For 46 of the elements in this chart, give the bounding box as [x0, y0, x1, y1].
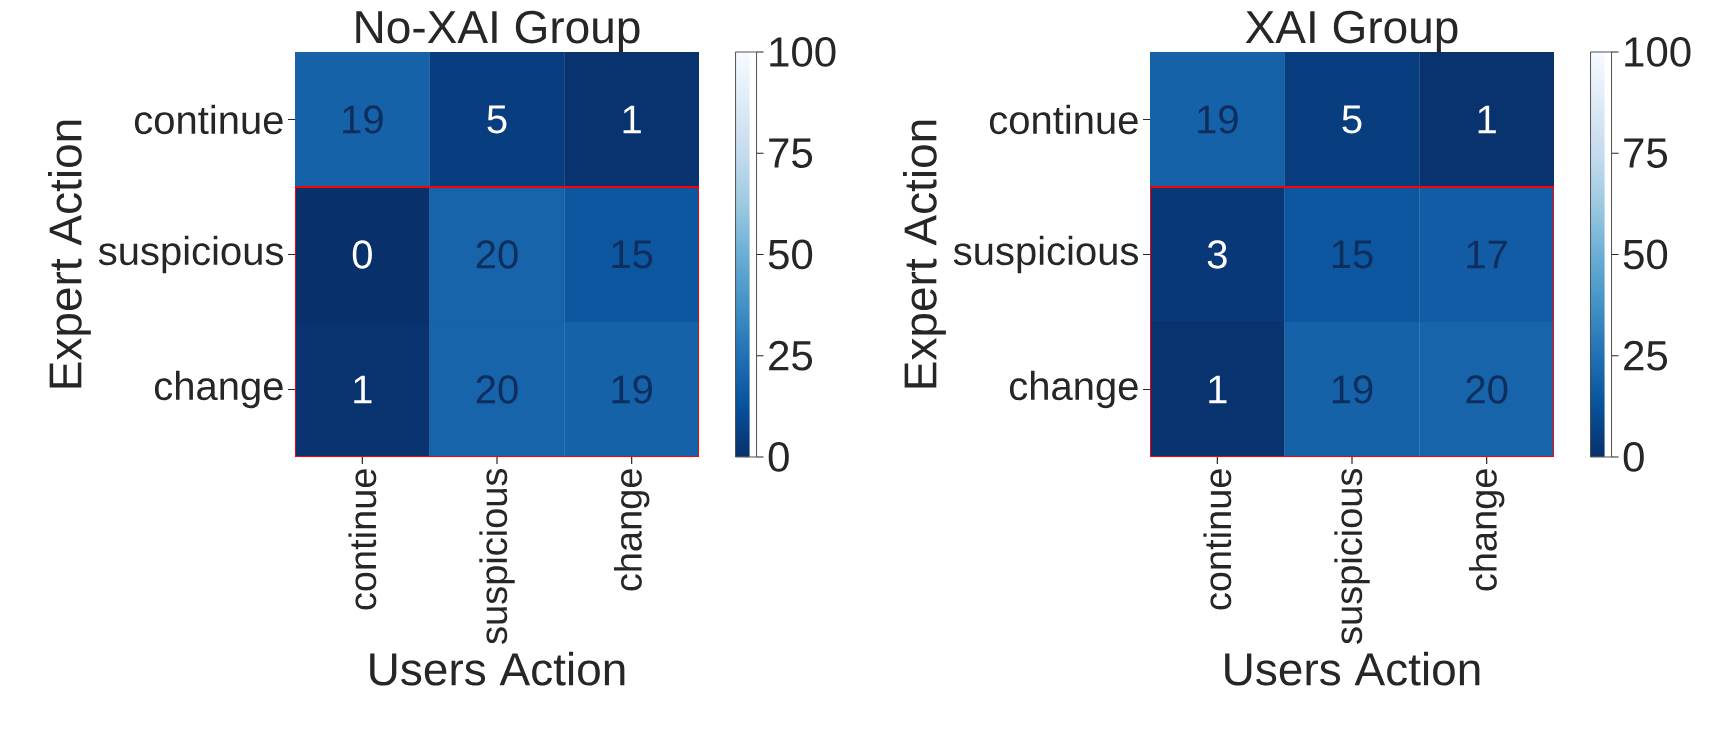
data-label: 19: [612, 375, 653, 404]
x-tick-label: continue: [348, 469, 377, 610]
y-tick-label: change: [154, 370, 283, 409]
data-label: 1: [354, 375, 372, 404]
data-label: 20: [476, 240, 518, 269]
y-tick-label: continue: [134, 104, 283, 135]
y-axis-title: Expert Action: [902, 120, 946, 388]
color-bar-label: 25: [1624, 340, 1668, 371]
color-bar-label: 25: [769, 340, 813, 371]
color-bar-label: 50: [1623, 239, 1668, 270]
data-label: 1: [1478, 105, 1496, 134]
color-bar-label: 75: [1624, 138, 1668, 168]
x-tick-label: suspicious: [479, 468, 515, 644]
color-bar-label: 100: [1625, 37, 1691, 67]
data-label: 17: [1467, 240, 1507, 269]
color-bar-label: 100: [770, 37, 836, 67]
data-label: 5: [487, 105, 507, 134]
data-label: 19: [1198, 105, 1238, 134]
data-label: 19: [343, 105, 383, 134]
data-label: 1: [623, 105, 641, 134]
data-label: 15: [612, 240, 653, 269]
chart-title: XAI Group: [1245, 10, 1458, 53]
color-bar-label: 75: [769, 138, 813, 168]
x-tick-label: suspicious: [1334, 468, 1370, 644]
y-axis-title: Expert Action: [47, 120, 91, 388]
data-label: 3: [1207, 240, 1227, 269]
x-tick-label: continue: [1203, 469, 1232, 610]
chart-title: No-XAI Group: [356, 10, 640, 53]
x-axis-title: Users Action: [1225, 651, 1480, 686]
color-bar-label: 50: [768, 239, 813, 270]
y-tick-label: suspicious: [98, 235, 283, 274]
color-bar-label: 0: [1623, 442, 1644, 472]
data-label: 19: [1332, 375, 1373, 404]
y-tick-label: suspicious: [953, 235, 1138, 274]
data-label: 20: [1466, 375, 1508, 404]
data-label: 0: [352, 240, 372, 269]
y-tick-label: continue: [989, 104, 1138, 135]
data-label: 1: [1209, 375, 1227, 404]
x-tick-label: change: [613, 469, 650, 591]
data-label: 5: [1342, 105, 1362, 134]
y-tick-label: change: [1009, 370, 1138, 409]
x-axis-title: Users Action: [370, 651, 625, 686]
x-tick-label: change: [1468, 469, 1505, 591]
data-label: 15: [1332, 240, 1373, 269]
data-label: 20: [476, 375, 518, 404]
color-bar-label: 0: [768, 442, 789, 472]
